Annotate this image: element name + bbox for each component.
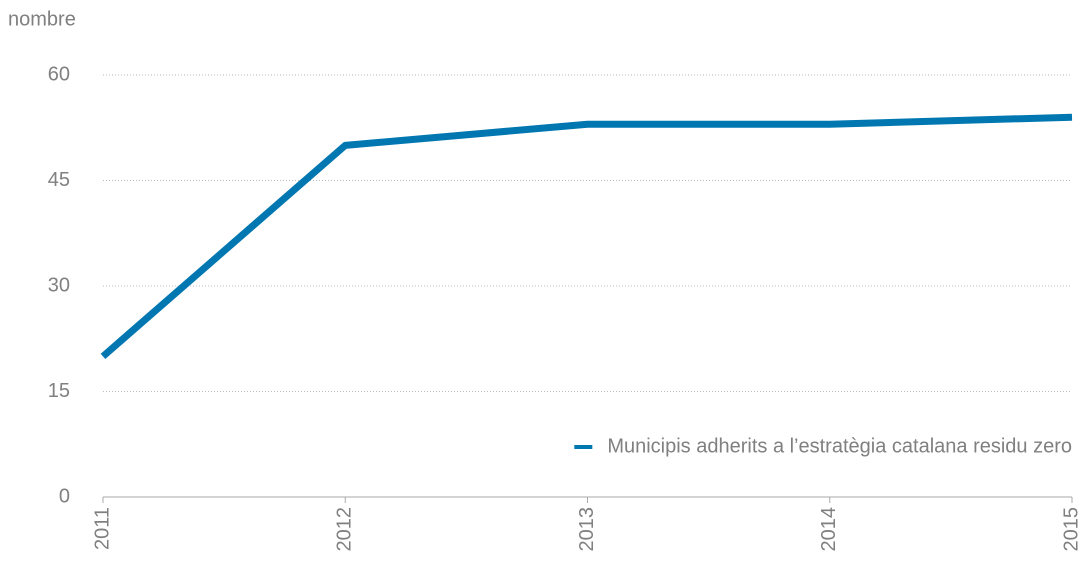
y-axis-label: nombre [8,8,76,30]
line [100,113,1073,359]
x-tick-label: 2015 [1060,507,1081,552]
x-tick-label: 2011 [91,507,113,550]
x-tick-label: 2014 [818,507,840,552]
y-tick-label: 15 [48,380,70,402]
y-tick-label: 0 [59,485,70,507]
x-tick-label: 2012 [334,507,356,552]
y-tick-label: 60 [48,63,70,85]
x-tick-label: 2013 [576,507,598,552]
y-tick-label: 45 [48,169,70,191]
legend-label: Municipis adherits a l’estratègia catala… [607,435,1072,457]
y-tick-label: 30 [48,274,70,296]
